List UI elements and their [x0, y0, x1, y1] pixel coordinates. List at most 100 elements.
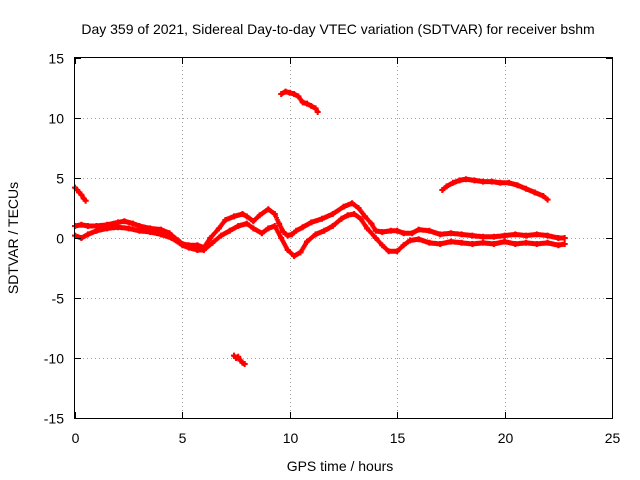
plot-frame [74, 57, 613, 419]
data-point [523, 185, 530, 192]
data-point [293, 227, 300, 234]
data-point [340, 203, 347, 210]
data-point [490, 233, 497, 240]
data-point [250, 225, 257, 232]
data-point [544, 239, 551, 246]
data-point [372, 235, 379, 241]
x-tick-label: 0 [72, 430, 80, 446]
data-point [349, 200, 356, 207]
data-point [209, 239, 216, 246]
data-point [115, 224, 121, 231]
data-point [480, 239, 487, 246]
data-point [215, 225, 222, 232]
data-point [321, 227, 328, 234]
data-point [265, 206, 272, 213]
data-point [286, 89, 293, 96]
data-point [250, 218, 257, 225]
x-tick-label: 15 [390, 430, 406, 446]
data-point [179, 242, 186, 249]
y-tick-label: 15 [48, 51, 64, 67]
data-point [458, 231, 465, 238]
data-point [194, 247, 201, 253]
data-point [400, 230, 407, 237]
data-point [276, 220, 283, 227]
data-point [231, 213, 237, 220]
data-point [136, 227, 143, 234]
data-point [469, 232, 476, 239]
data-point [351, 211, 358, 217]
data-point [480, 233, 487, 240]
data-point [297, 249, 304, 256]
data-point [540, 193, 547, 199]
x-tick-label: 5 [179, 430, 187, 446]
data-point [291, 91, 298, 97]
data-point [344, 212, 351, 219]
data-point [312, 231, 319, 238]
data-point [299, 99, 306, 106]
data-point [501, 238, 508, 245]
y-axis-label: SDTVAR / TECUs [5, 182, 21, 294]
data-point [469, 241, 476, 247]
data-point [357, 215, 364, 222]
y-tick-label: -10 [44, 351, 64, 367]
data-point [329, 223, 336, 229]
data-point [439, 187, 446, 193]
data-point [426, 239, 433, 246]
data-point [185, 244, 192, 251]
data-point [78, 221, 85, 228]
data-point [368, 220, 375, 227]
data-point [501, 232, 508, 239]
data-point [312, 105, 319, 112]
series-main-band-upper [72, 200, 568, 251]
y-tick-label: -15 [44, 411, 64, 427]
data-point [362, 213, 368, 220]
data-point [523, 239, 530, 246]
data-point [295, 93, 302, 100]
data-point [471, 177, 478, 184]
x-tick-label: 25 [605, 430, 621, 446]
data-point [291, 253, 298, 259]
data-point [355, 205, 362, 211]
data-point [372, 227, 379, 234]
data-point [415, 236, 422, 243]
data-point [488, 178, 495, 185]
data-point [426, 227, 433, 234]
data-point [84, 223, 91, 229]
data-point [447, 230, 454, 237]
data-point [450, 179, 456, 186]
data-point [555, 242, 562, 249]
data-point [364, 225, 371, 232]
data-point [278, 91, 285, 97]
data-point [387, 227, 394, 234]
data-point [544, 232, 551, 239]
data-point [512, 241, 519, 247]
data-point [130, 220, 136, 227]
data-point [379, 229, 386, 235]
data-point [385, 248, 392, 255]
data-point [415, 226, 422, 233]
data-point [241, 361, 248, 367]
data-point [555, 235, 562, 241]
data-point [394, 227, 401, 234]
data-point [407, 237, 414, 244]
data-point [235, 353, 242, 360]
data-point [239, 211, 246, 217]
data-point [125, 225, 132, 232]
y-tick-label: 10 [48, 111, 64, 127]
data-point [157, 231, 164, 238]
data-point [329, 211, 336, 217]
data-point [458, 239, 465, 246]
data-point [121, 218, 128, 225]
data-point [226, 227, 233, 234]
y-tick-label: 5 [56, 171, 64, 187]
data-point [505, 179, 512, 186]
data-point [235, 223, 242, 229]
data-point [514, 182, 521, 189]
axis-ticks: 0 5 10 15 20 25 -15 -10 -5 0 5 10 15 [44, 51, 621, 447]
data-point [497, 179, 504, 186]
data-point [256, 212, 263, 219]
data-point [218, 232, 225, 239]
data-point [523, 232, 530, 239]
data-point [437, 241, 444, 247]
